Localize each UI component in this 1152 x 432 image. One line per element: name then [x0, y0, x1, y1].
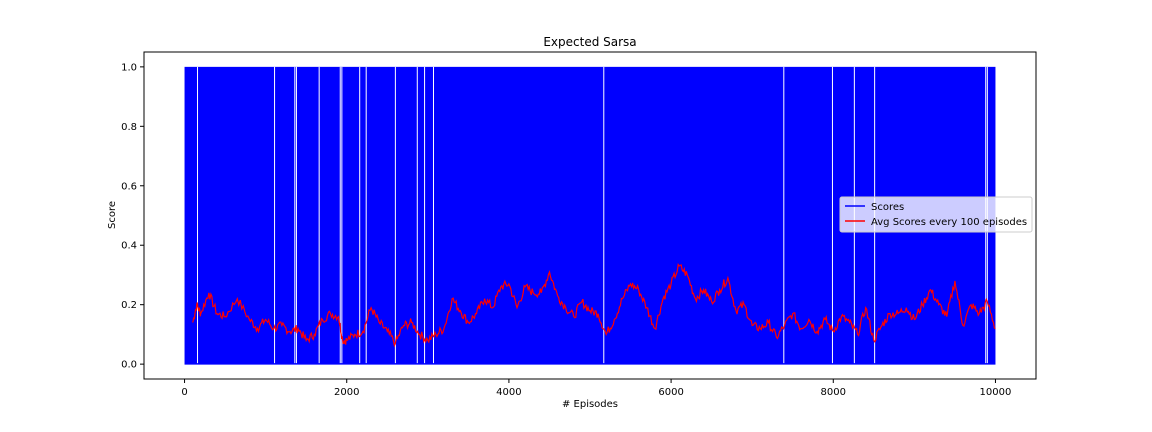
- y-tick-label: 0.8: [121, 122, 137, 133]
- x-axis: 0 2000 4000 6000 8000 10000: [181, 379, 1011, 398]
- x-tick-label: 2000: [334, 387, 359, 398]
- y-tick-label: 0.2: [121, 300, 137, 311]
- x-tick-label: 10000: [980, 387, 1012, 398]
- y-axis: 0.0 0.2 0.4 0.6 0.8 1.0: [121, 62, 144, 371]
- y-axis-label: Score: [107, 201, 118, 229]
- y-tick-label: 0.0: [121, 360, 137, 371]
- y-tick-label: 0.4: [121, 241, 137, 252]
- x-tick-label: 0: [181, 387, 187, 398]
- x-axis-label: # Episodes: [562, 399, 618, 410]
- avg-scores-line: [192, 263, 996, 348]
- x-tick-label: 8000: [821, 387, 846, 398]
- legend-box: [839, 196, 1033, 233]
- x-tick-label: 4000: [496, 387, 521, 398]
- y-tick-label: 1.0: [121, 62, 137, 73]
- x-tick-label: 6000: [658, 387, 683, 398]
- y-tick-label: 0.6: [121, 181, 137, 192]
- legend-label-avg: Avg Scores every 100 episodes: [871, 217, 1027, 228]
- legend: Scores Avg Scores every 100 episodes: [839, 196, 1033, 233]
- legend-label-scores: Scores: [871, 202, 904, 213]
- axes-frame: [143, 51, 1037, 380]
- chart-title: Expected Sarsa: [543, 35, 636, 49]
